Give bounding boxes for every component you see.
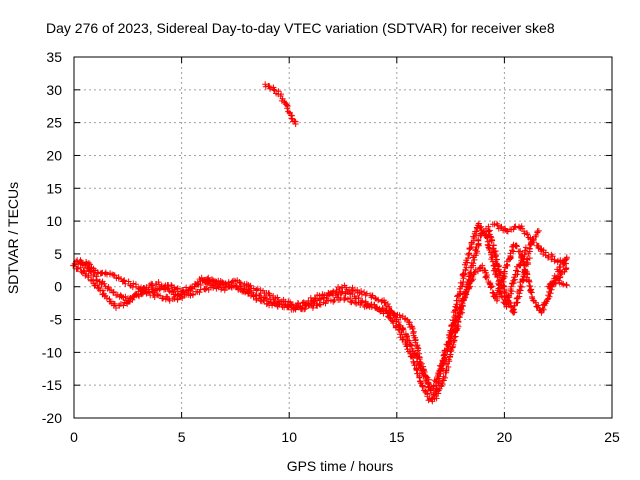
- x-tick-label: 10: [281, 429, 297, 445]
- y-tick-label: 0: [54, 279, 62, 295]
- y-tick-label: 20: [46, 147, 62, 163]
- y-tick-label: -5: [50, 312, 63, 328]
- x-tick-label: 0: [70, 429, 78, 445]
- scatter-markers-track-e: [262, 81, 298, 127]
- x-axis-title: GPS time / hours: [287, 458, 394, 474]
- y-axis-title: SDTVAR / TECUs: [5, 182, 21, 294]
- x-tick-label: 15: [389, 429, 405, 445]
- x-tick-label: 5: [178, 429, 186, 445]
- y-tick-label: 10: [46, 213, 62, 229]
- series-track-e: [262, 81, 298, 127]
- scatter-markers-track-b: [70, 224, 542, 402]
- y-tick-label: 25: [46, 115, 62, 131]
- y-tick-label: 30: [46, 82, 62, 98]
- y-tick-label: -15: [42, 377, 62, 393]
- y-tick-label: -20: [42, 410, 62, 426]
- series-track-b: [70, 224, 542, 402]
- y-tick-label: 35: [46, 49, 62, 65]
- y-tick-label: 15: [46, 180, 62, 196]
- y-tick-label: -10: [42, 344, 62, 360]
- data-layer: [70, 81, 570, 404]
- x-tick-label: 25: [604, 429, 620, 445]
- chart-title: Day 276 of 2023, Sidereal Day-to-day VTE…: [46, 20, 555, 36]
- sdtvar-chart: Day 276 of 2023, Sidereal Day-to-day VTE…: [0, 0, 640, 480]
- x-tick-label: 20: [497, 429, 513, 445]
- y-tick-label: 5: [54, 246, 62, 262]
